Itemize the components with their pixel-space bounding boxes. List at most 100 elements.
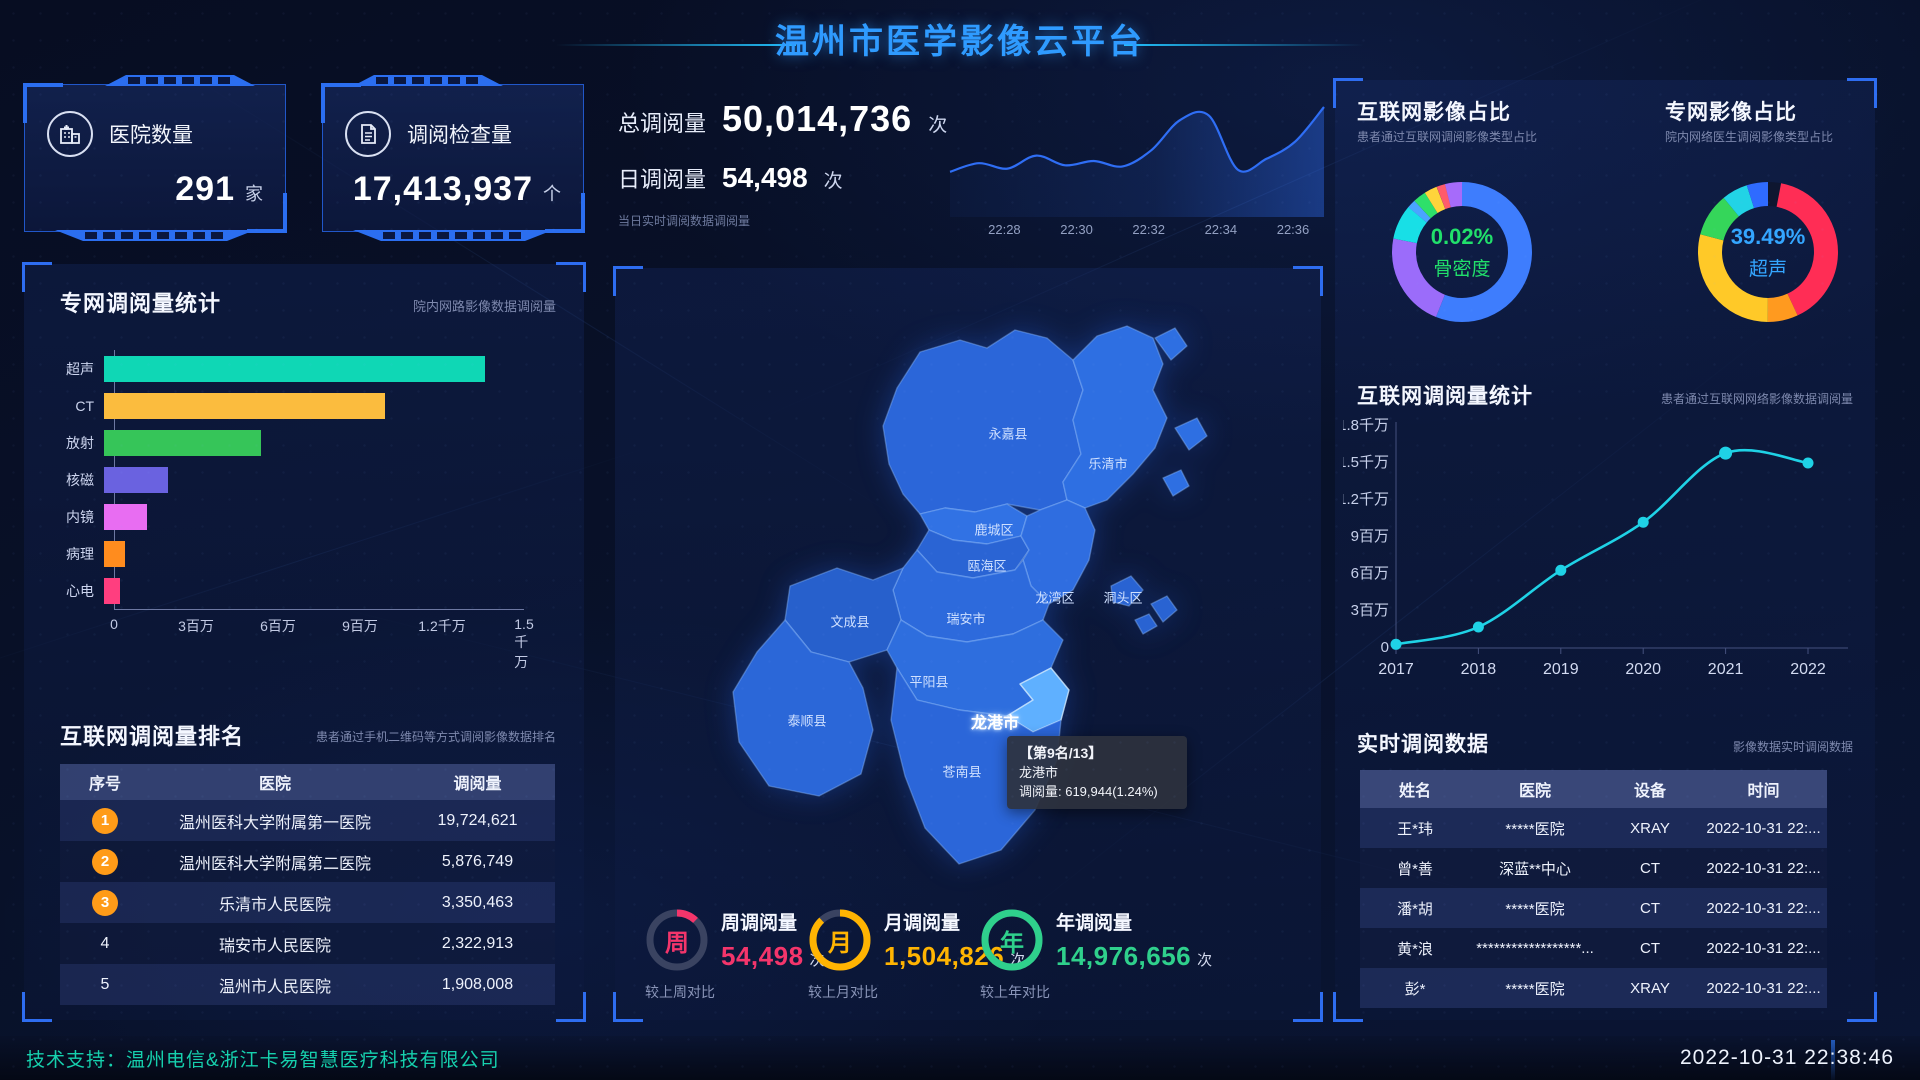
kpi-ring: 年	[980, 908, 1044, 972]
tooltip-views: 调阅量: 619,944(1.24%)	[1019, 784, 1158, 799]
realtime-trend-axis: 22:28 22:30 22:32 22:34 22:36	[942, 222, 1332, 240]
kpi-label: 周调阅量	[721, 913, 798, 934]
realtime-table-cell: CT	[1640, 899, 1660, 917]
svg-text:2017: 2017	[1378, 661, 1414, 678]
title-decor-line-right	[1124, 44, 1364, 46]
spark-axis-tick: 22:28	[988, 222, 1021, 237]
bar-category-label: 内镜	[66, 508, 94, 525]
internet-image-share-donut[interactable]: 0.02% 骨密度	[1392, 182, 1532, 322]
realtime-views-table: 姓名 医院 设备 时间 王*玮 *****医院 XRAY 2022-10-31 22:...…	[1360, 770, 1835, 1080]
map-island[interactable]	[1134, 613, 1158, 635]
spark-axis-tick: 22:30	[1060, 222, 1093, 237]
realtime-table-row: 王*玮 *****医院 XRAY 2022-10-31 22:...	[1360, 808, 1827, 848]
bar-row: CT	[40, 387, 524, 424]
tooltip-region: 龙港市	[1019, 765, 1059, 780]
bar[interactable]	[104, 540, 126, 567]
wenzhou-map[interactable]	[615, 268, 1320, 1018]
realtime-trend-chart[interactable]	[942, 95, 1332, 225]
hospital-count-value: 291	[175, 170, 235, 208]
title-decor-line-left	[556, 44, 796, 46]
panel-map: 永嘉县 乐清市 鹿城区 瓯海区 龙湾区 洞头区 文成县 瑞安市 平阳县 泰顺县 龙港市 苍南县 【第9…	[613, 266, 1323, 1022]
rank-header-cell: 调阅量	[453, 776, 502, 793]
bar[interactable]	[104, 355, 485, 382]
map-region-yueqing[interactable]	[1062, 325, 1168, 509]
map-region-longwan[interactable]	[1020, 499, 1096, 605]
rank-header-cell: 序号	[88, 776, 121, 793]
svg-text:3百万: 3百万	[1351, 602, 1389, 619]
donut1-title: 互联网影像占比	[1357, 101, 1511, 124]
bar[interactable]	[104, 429, 261, 456]
realtime-table-cell: 深蓝**中心	[1499, 860, 1571, 878]
internet-yearly-line-chart[interactable]: 0 3百万 6百万 9百万 1.2千万 1.5千万 1.8千万 2017 2018 2019 202…	[1343, 416, 1867, 686]
map-island[interactable]	[1162, 469, 1190, 497]
daily-views-label: 日调阅量	[618, 167, 707, 192]
bar[interactable]	[104, 503, 147, 530]
realtime-table-cell: *****医院	[1505, 980, 1565, 998]
svg-text:2021: 2021	[1708, 661, 1744, 678]
donut1-center-value: 0.02%	[1430, 223, 1494, 249]
rank-table-row: 2 温州医科大学附属第二医院 5,876,749	[60, 841, 555, 882]
spark-axis-tick: 22:36	[1276, 222, 1310, 237]
realtime-table-cell: *****医院	[1505, 900, 1565, 918]
realtime-table-cell: 2022-10-31 22:...	[1706, 939, 1821, 957]
svg-text:6百万: 6百万	[1351, 565, 1389, 582]
total-views-unit: 次	[928, 115, 948, 136]
bar-axis-tick: 3百万	[178, 618, 214, 634]
rank-table-cell: 温州医科大学附属第二医院	[178, 855, 371, 873]
bar[interactable]	[104, 466, 168, 493]
bar-category-label: CT	[75, 397, 94, 414]
realtime-table-cell: 王*玮	[1397, 820, 1433, 838]
rank-panel-subtitle: 患者通过手机二维码等方式调阅影像数据排名	[315, 730, 556, 744]
realtime-table-row: 潘*胡 *****医院 CT 2022-10-31 22:...	[1360, 888, 1827, 928]
map-region-taishun[interactable]	[732, 619, 874, 797]
realtime-table-cell: CT	[1640, 939, 1660, 957]
rank-table-cell: 5,876,749	[441, 852, 514, 870]
rank-badge: 2	[92, 848, 118, 875]
map-region-yongjia[interactable]	[882, 329, 1084, 515]
kpi-compare-label: 较上周对比	[645, 984, 715, 1000]
bar[interactable]	[104, 577, 121, 604]
rank-table-cell: 19,724,621	[437, 811, 518, 829]
bar-category-label: 核磁	[66, 471, 94, 488]
card-notch-decor	[55, 230, 255, 241]
kpi-ring: 周	[645, 908, 709, 972]
map-region-dongtou[interactable]	[1110, 575, 1144, 607]
bar-axis-tick: 6百万	[260, 618, 296, 634]
exam-volume-value: 17,413,937	[352, 170, 533, 208]
realtime-header-cell: 医院	[1518, 783, 1551, 800]
spark-axis-tick: 22:32	[1132, 222, 1165, 237]
realtime-header-cell: 姓名	[1398, 783, 1431, 800]
panel-private-network: 专网调阅量统计 院内网路影像数据调阅量 超声 CT 放射 核磁 内镜 病理 心电 0 3百万 6…	[22, 262, 586, 1022]
kpi-week: 周周调阅量 54,498 次较上周对比	[645, 908, 825, 1002]
rank-table-header: 序号 医院 调阅量	[60, 764, 555, 800]
map-region-longgang[interactable]	[1006, 667, 1070, 733]
bar-category-label: 病理	[66, 545, 94, 562]
stat-card-label: 医院数量	[109, 124, 193, 147]
rank-table-cell: 1	[60, 807, 150, 834]
realtime-table-cell: XRAY	[1630, 979, 1670, 997]
page-title: 温州市医学影像云平台	[775, 23, 1145, 61]
map-island[interactable]	[1150, 595, 1178, 623]
private-network-bar-chart[interactable]: 超声 CT 放射 核磁 内镜 病理 心电 0 3百万 6百万 9百万 1.2千万 1.5千万	[40, 350, 534, 670]
bar[interactable]	[104, 392, 386, 419]
tooltip-rank: 【第9名/13】	[1019, 745, 1103, 761]
daily-views-unit: 次	[823, 171, 843, 192]
kpi-label: 月调阅量	[884, 913, 961, 934]
realtime-table-cell: 曾*善	[1397, 860, 1433, 878]
bar-row: 超声	[40, 350, 524, 387]
realtime-table-cell: 2022-10-31 22:...	[1706, 819, 1821, 837]
rank-table-row: 4 瑞安市人民医院 2,322,913	[60, 923, 555, 964]
realtime-table-cell: 彭*	[1404, 980, 1426, 998]
realtime-table-cell: *****医院	[1505, 820, 1565, 838]
svg-text:1.2千万: 1.2千万	[1343, 491, 1389, 508]
private-image-share-donut[interactable]: 39.49% 超声	[1698, 182, 1838, 322]
bar-category-label: 超声	[66, 360, 94, 377]
daily-views-row: 日调阅量 54,498 次	[618, 162, 843, 194]
kpi-value: 54,498 次	[721, 941, 826, 971]
map-island[interactable]	[1154, 327, 1188, 361]
svg-text:1.5千万: 1.5千万	[1343, 454, 1389, 471]
kpi-value: 14,976,656 次	[1056, 941, 1213, 971]
map-island[interactable]	[1174, 417, 1208, 451]
card-notch-decor	[105, 75, 255, 86]
